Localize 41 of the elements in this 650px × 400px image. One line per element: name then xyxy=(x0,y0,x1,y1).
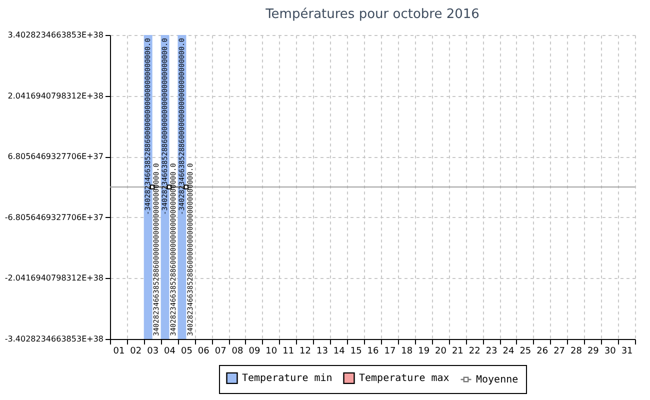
x-tick-label: 19 xyxy=(418,346,430,356)
x-tick-label: 14 xyxy=(333,346,346,356)
legend-label: Moyenne xyxy=(476,374,518,386)
x-tick-label: 20 xyxy=(435,346,447,356)
x-tick-label: 23 xyxy=(486,346,498,356)
x-tick-label: 15 xyxy=(350,346,362,356)
x-tick-label: 29 xyxy=(587,346,600,356)
chart-title: Températures pour octobre 2016 xyxy=(264,7,480,22)
legend-label: Temperature min xyxy=(242,373,332,384)
x-tick-label: 04 xyxy=(164,346,176,356)
x-tick-label: 31 xyxy=(621,346,633,356)
y-tick-label: 2.0416940798312E+38 xyxy=(8,91,104,100)
x-tick-label: 09 xyxy=(248,346,260,356)
x-tick-label: 05 xyxy=(180,346,192,356)
x-tick-label: 21 xyxy=(452,346,464,356)
x-tick-label: 22 xyxy=(468,346,480,356)
x-tick-label: 10 xyxy=(266,346,278,356)
x-tick-label: 06 xyxy=(198,346,210,356)
x-tick-label: 25 xyxy=(520,346,532,356)
x-tick-label: 28 xyxy=(570,346,582,356)
x-tick-label: 12 xyxy=(300,346,311,356)
y-tick-label: -2.0416940798312E+38 xyxy=(4,274,104,283)
y-tick-label: -3.4028234663853E+38 xyxy=(4,334,104,344)
x-tick-label: 26 xyxy=(536,346,548,356)
y-tick-label: -6.8056469327706E+37 xyxy=(4,212,104,222)
x-tick-label: 24 xyxy=(502,346,514,356)
x-tick-label: 11 xyxy=(282,346,294,356)
x-tick-label: 30 xyxy=(604,346,616,356)
x-tick-label: 07 xyxy=(214,346,226,356)
x-tick-label: 02 xyxy=(130,346,142,356)
x-tick-label: 18 xyxy=(401,346,413,356)
y-tick-label: 6.8056469327706E+37 xyxy=(8,152,104,162)
x-tick-label: 13 xyxy=(316,346,328,356)
x-tick-label: 17 xyxy=(384,346,396,356)
x-tick-label: 01 xyxy=(113,346,125,356)
x-tick-label: 27 xyxy=(554,346,566,356)
x-tick-label: 16 xyxy=(367,346,379,356)
y-tick-label: 3.4028234663853E+38 xyxy=(8,30,104,40)
x-tick-label: 03 xyxy=(147,346,159,356)
x-tick-label: 08 xyxy=(232,346,244,356)
legend-label: Temperature max xyxy=(359,373,450,384)
